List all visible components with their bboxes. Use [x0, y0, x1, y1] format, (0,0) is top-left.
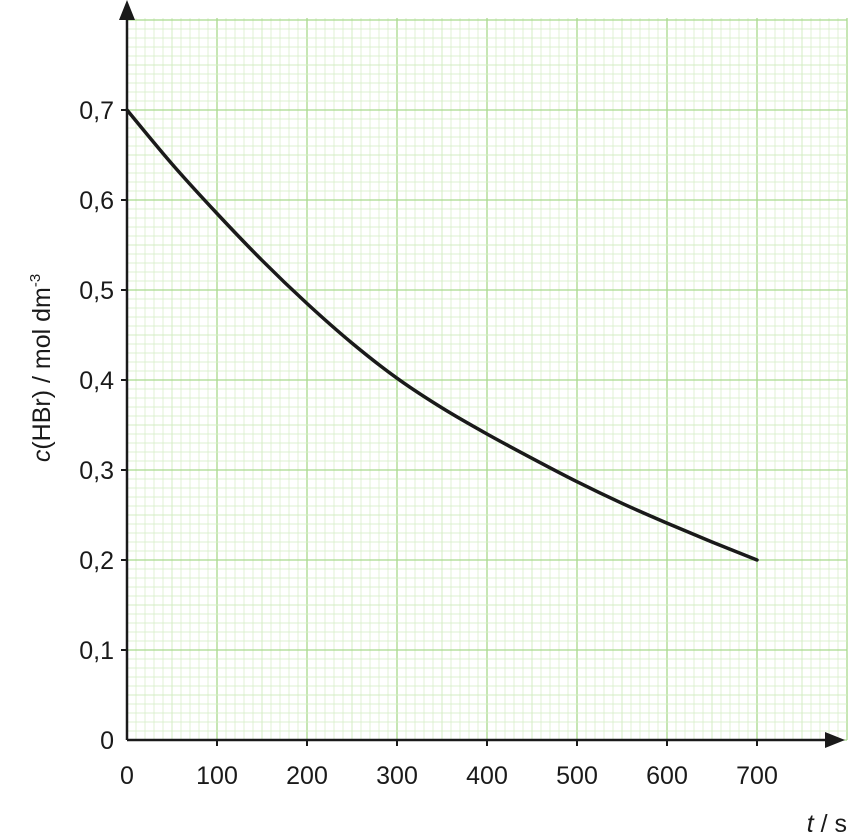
- curve-layer: [125, 108, 759, 562]
- y-tick-label: 0: [100, 727, 114, 755]
- y-tick-label: 0,3: [79, 457, 114, 485]
- y-axis-label-variable: c: [28, 449, 56, 462]
- y-tick-label: 0,1: [79, 637, 114, 665]
- tick-labels: 0 100 200 300 400 500 600 700 0 0,1 0,2 0,3 0,4 0,5 0,…: [79, 97, 778, 790]
- x-tick-label: 100: [196, 762, 238, 790]
- y-tick-label: 0,5: [79, 277, 114, 305]
- x-tick-label: 500: [556, 762, 598, 790]
- x-axis-label-unit: s: [835, 810, 848, 833]
- x-tick-label: 700: [736, 762, 778, 790]
- y-tick-label: 0,4: [79, 367, 114, 395]
- x-tick-label: 0: [120, 762, 134, 790]
- graph-paper-grid: [126, 18, 848, 741]
- y-tick-label: 0,2: [79, 547, 114, 575]
- x-tick-label: 600: [646, 762, 688, 790]
- y-axis-label-exponent: -3: [27, 274, 44, 287]
- axes: [119, 0, 845, 748]
- y-tick-label: 0,6: [79, 187, 114, 215]
- y-axis-label-rest: (HBr) / mol dm: [28, 287, 56, 450]
- x-axis-label: t / s: [807, 810, 847, 833]
- x-tick-label: 200: [286, 762, 328, 790]
- y-axis-label: c(HBr) / mol dm-3: [27, 274, 56, 462]
- x-axis-label-variable: t: [807, 810, 815, 833]
- y-tick-label: 0,7: [79, 97, 114, 125]
- x-tick-label: 300: [376, 762, 418, 790]
- y-axis-arrow-icon: [119, 0, 135, 20]
- x-axis-arrow-icon: [825, 732, 845, 748]
- x-tick-label: 400: [466, 762, 508, 790]
- concentration-curve: [125, 108, 759, 562]
- x-axis-label-separator: /: [814, 810, 835, 833]
